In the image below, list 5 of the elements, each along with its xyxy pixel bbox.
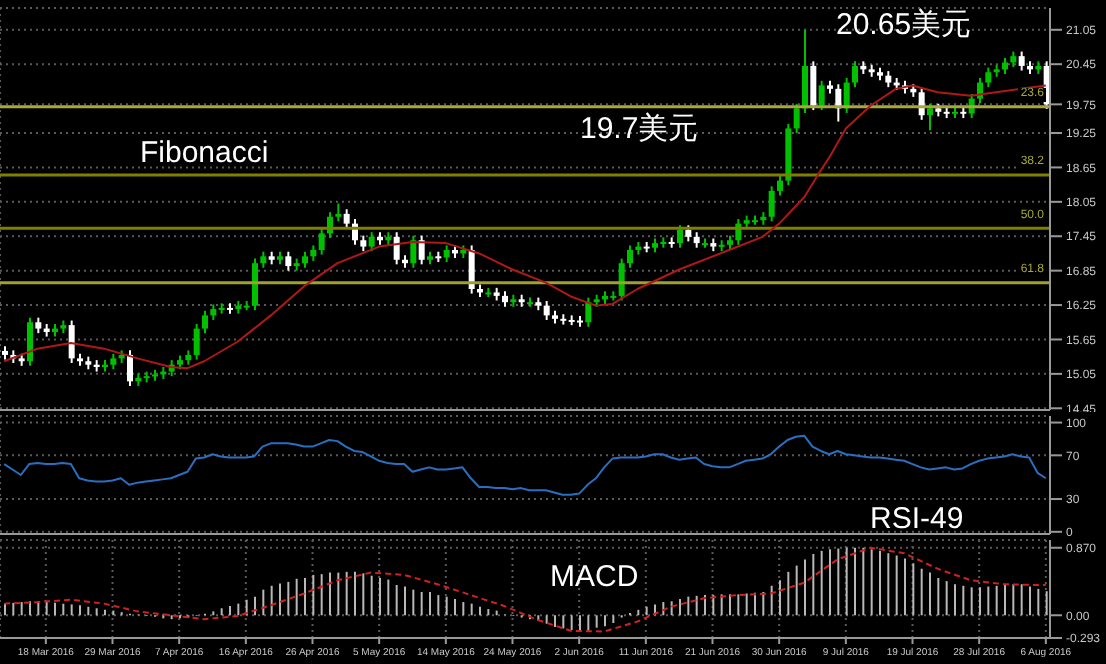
annotation: 19.7美元	[580, 112, 699, 148]
annotation: Fibonacci	[140, 136, 269, 172]
annotation: MACD	[550, 560, 639, 596]
annotation: RSI-49	[870, 502, 964, 538]
annotation: 20.65美元	[836, 8, 972, 44]
